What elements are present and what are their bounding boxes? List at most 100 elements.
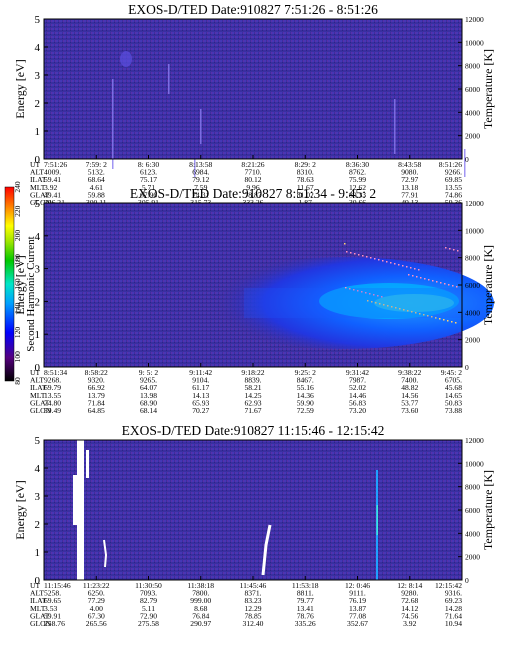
y-tick-label: 3 (35, 491, 41, 503)
ephemeris-value: 9104. (192, 376, 209, 385)
ephemeris-row-label: ALT (30, 376, 44, 385)
ephemeris-value: 8:21:26 (241, 160, 264, 169)
ephemeris-value: 74.31 (192, 190, 209, 199)
ephemeris-value: 6123. (140, 168, 157, 177)
ephemeris-row-label: GLON (30, 619, 52, 628)
ephemeris-value: 69.65 (44, 596, 61, 605)
speckle-point (414, 268, 416, 270)
ephemeris-value: 66.92 (88, 383, 105, 392)
ephemeris-row-label: ILAT (30, 175, 47, 184)
speckle-point (410, 267, 412, 269)
ephemeris-value: 352.67 (347, 619, 368, 628)
y2-tick-label: 6000 (465, 506, 480, 515)
y2-tick-label: 8000 (465, 254, 480, 263)
y-tick-label: 0 (35, 362, 41, 374)
ephemeris-value: 9.96 (246, 183, 259, 192)
speckle-point (353, 289, 355, 291)
ephemeris-value: 312.40 (243, 619, 264, 628)
colorbar-label: Second Harmonic Current (25, 236, 37, 351)
ephemeris-value: 7.59 (194, 183, 207, 192)
ephemeris-value: 59.49 (44, 406, 61, 415)
ephemeris-value: 11:15:46 (44, 581, 71, 590)
ephemeris-value: 11:23:22 (83, 581, 110, 590)
speckle-point (444, 283, 446, 285)
speckle-point (381, 296, 383, 298)
ephemeris-value: 9265. (140, 376, 157, 385)
ephemeris-value: 9080. (401, 168, 418, 177)
y2-tick-label: 4000 (465, 308, 480, 317)
ephemeris-value: 61.17 (192, 383, 209, 392)
ephemeris-value: 9280. (401, 589, 418, 598)
ephemeris-value: 8:51:26 (439, 160, 462, 169)
y-tick-label: 1 (35, 547, 41, 559)
y-tick-label: 2 (35, 519, 41, 531)
ephemeris-row-label: GLAT (30, 611, 50, 620)
ephemeris-value: 49.41 (44, 190, 61, 199)
speckle-point (447, 320, 449, 322)
ephemeris-value: 9320. (88, 376, 105, 385)
ephemeris-value: 12.62 (349, 183, 366, 192)
speckle-point (419, 313, 421, 315)
ephemeris-value: 13.79 (88, 391, 105, 400)
ephemeris-value: 7710. (244, 168, 261, 177)
ephemeris-value: 8:51:34 (44, 368, 67, 377)
ephemeris-value: 14.13 (192, 391, 209, 400)
speckle-point (354, 253, 356, 255)
speckle-point (365, 292, 367, 294)
data-gap (73, 475, 77, 525)
ephemeris-value: 14.46 (349, 391, 366, 400)
speckle-point (443, 319, 445, 321)
ephemeris-value: 7093. (140, 589, 157, 598)
speckle-point (394, 263, 396, 265)
ephemeris-value: 64.85 (88, 406, 105, 415)
speckle-point (367, 300, 369, 302)
ephemeris-value: 9:38:22 (398, 368, 421, 377)
y-tick-label: 4 (35, 463, 41, 475)
y2-tick-label: 0 (465, 155, 469, 164)
ephemeris-value: 8811. (297, 589, 314, 598)
ephemeris-value: 8.68 (194, 604, 207, 613)
ephemeris-value: 67.30 (88, 611, 105, 620)
speckle-point (445, 247, 447, 249)
y-tick-label: 1 (35, 126, 41, 138)
speckle-point (375, 302, 377, 304)
colorbar-tick-label: 160 (13, 278, 22, 290)
y2-tick-label: 8000 (465, 62, 480, 71)
speckle-point (390, 262, 392, 264)
ephemeris-value: 258.76 (44, 619, 65, 628)
ephemeris-value: 14.12 (401, 604, 418, 613)
ephemeris-value: 11:53:18 (292, 581, 319, 590)
y2-tick-label: 0 (465, 363, 469, 372)
ephemeris-value: 79.12 (192, 175, 209, 184)
ephemeris-value: 52.02 (349, 383, 366, 392)
ephemeris-value: 68.90 (140, 398, 157, 407)
speckle-point (427, 315, 429, 317)
speckle-point (418, 269, 420, 271)
ephemeris-value: 45.68 (445, 383, 462, 392)
y2-tick-label: 10000 (465, 38, 484, 47)
ephemeris-value: 3.92 (44, 183, 57, 192)
speckle-point (370, 257, 372, 259)
ephemeris-value: 78.63 (297, 175, 314, 184)
spectral-patch (120, 51, 132, 67)
ephemeris-value: 14.25 (244, 391, 261, 400)
y2-tick-label: 8000 (465, 483, 480, 492)
ephemeris-value: 6705. (445, 376, 462, 385)
ephemeris-value: 74.86 (445, 190, 462, 199)
ephemeris-value: 56.83 (349, 398, 366, 407)
speckle-point (387, 305, 389, 307)
ephemeris-value: 48.82 (401, 383, 418, 392)
ephemeris-value: 5.11 (142, 604, 155, 613)
chart-title: EXOS-D/TED Date:910827 11:15:46 - 12:15:… (122, 423, 385, 438)
ephemeris-value: 13.18 (401, 183, 418, 192)
ephemeris-row-label: GLON (30, 198, 52, 207)
ephemeris-value: 14.56 (401, 391, 418, 400)
speckle-point (451, 321, 453, 323)
y-axis-label: Energy [eV] (13, 480, 27, 539)
ephemeris-value: 74.80 (44, 398, 61, 407)
ephemeris-value: 71.64 (445, 611, 462, 620)
speckle-point (399, 308, 401, 310)
y-tick-label: 4 (35, 231, 41, 243)
y2-tick-label: 10000 (465, 226, 484, 235)
ephemeris-row-label: UT (30, 160, 40, 169)
